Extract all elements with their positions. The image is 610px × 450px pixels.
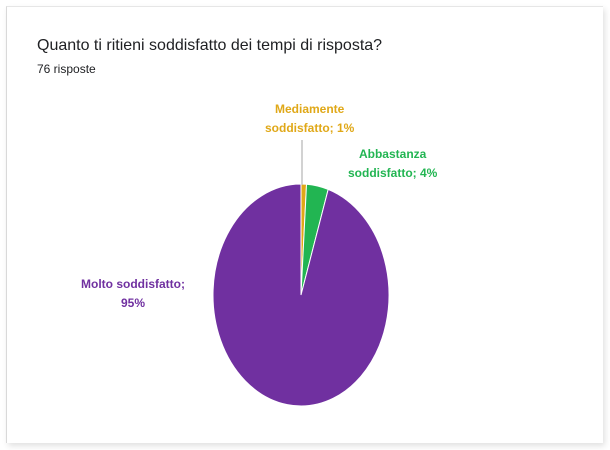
- chart-title: Quanto ti ritieni soddisfatto dei tempi …: [37, 37, 383, 54]
- response-count: 76 risposte: [37, 62, 96, 76]
- pie-chart: [212, 140, 390, 407]
- slice-label-molto: Molto soddisfatto; 95%: [81, 277, 185, 310]
- pie-slice-molto: [212, 183, 390, 407]
- slice-label-abbastanza: Abbastanza soddisfatto; 4%: [348, 147, 438, 180]
- slice-label-mediamente: Mediamente soddisfatto; 1%: [265, 102, 355, 135]
- chart-card: Quanto ti ritieni soddisfatto dei tempi …: [6, 6, 603, 443]
